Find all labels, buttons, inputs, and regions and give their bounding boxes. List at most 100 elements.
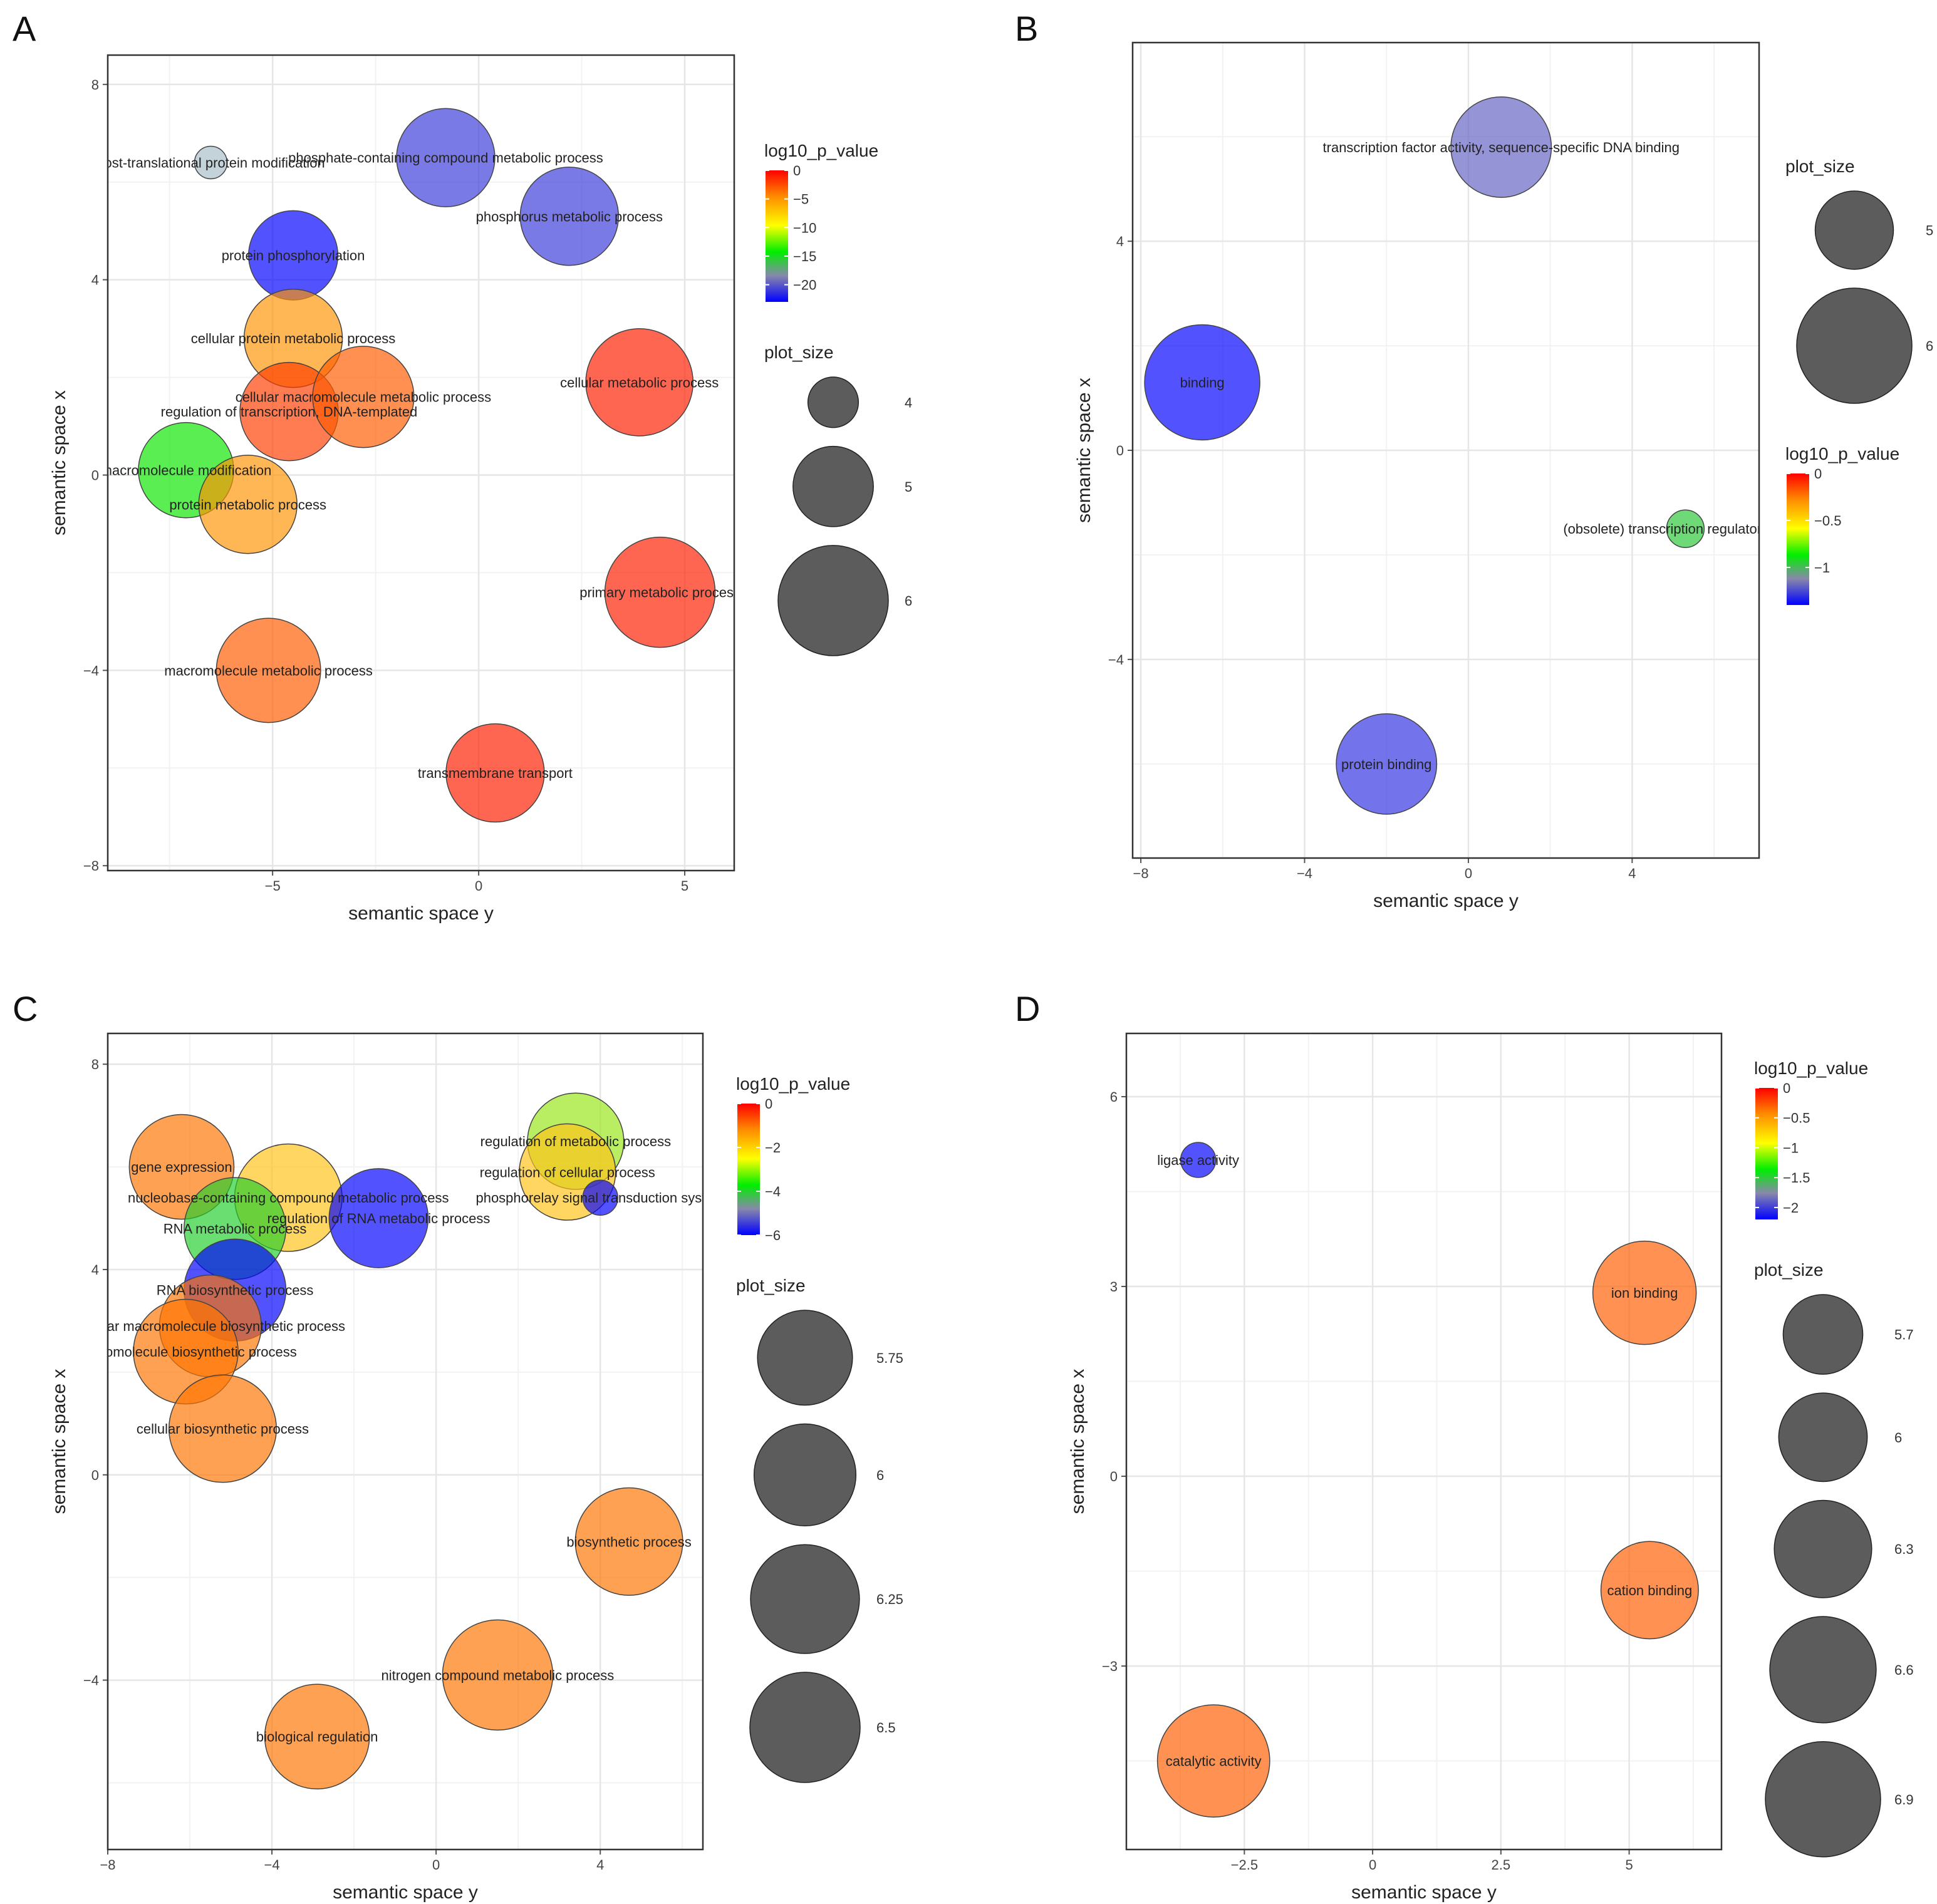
bubble-label: regulation of RNA metabolic process: [267, 1211, 490, 1226]
bubble[interactable]: [312, 346, 415, 448]
x-tick-label: −5: [265, 878, 281, 894]
color-tick-label: −4: [765, 1184, 781, 1199]
panel-A: A −5 0 5 −8 −4 0 4 8 post-translational protein m…: [13, 9, 912, 924]
y-tick-label: −4: [83, 663, 99, 678]
bubble-label: cation binding: [1607, 1583, 1692, 1598]
x-tick-label: −4: [1297, 866, 1312, 881]
x-tick-label: −4: [264, 1857, 280, 1873]
color-tick-label: −15: [793, 249, 816, 264]
x-tick-label: 0: [1369, 1857, 1376, 1873]
size-legend-swatch: [749, 1672, 861, 1783]
bubble[interactable]: [198, 455, 298, 554]
y-tick-label: −4: [1108, 652, 1124, 668]
color-scale-bar: [1787, 473, 1809, 605]
y-tick-label: 4: [91, 1262, 99, 1278]
size-legend-label: 4: [905, 395, 912, 410]
x-axis-title: semantic space y: [333, 1882, 478, 1903]
bubble-label: RNA biosynthetic process: [157, 1283, 314, 1298]
panel-letter: A: [13, 9, 36, 48]
bubble[interactable]: [585, 328, 694, 437]
bubble[interactable]: [445, 723, 545, 823]
bubble[interactable]: [168, 1374, 277, 1483]
color-tick-label: 0: [1783, 1080, 1790, 1096]
y-tick-label: 8: [91, 1057, 99, 1072]
bubble-label: phosphorus metabolic process: [476, 209, 663, 224]
bubble[interactable]: [582, 1179, 618, 1216]
panel-letter: B: [1015, 9, 1038, 48]
bubble-label: (obsolete) transcription regulator activ…: [1563, 521, 1807, 537]
size-legend-label: 6: [1926, 338, 1933, 354]
color-tick-label: 0: [1814, 466, 1822, 482]
y-tick-label: 0: [1110, 1469, 1118, 1484]
bubble[interactable]: [396, 108, 496, 207]
color-tick-label: −10: [793, 220, 816, 235]
size-legend-label: 6: [905, 593, 912, 609]
bubble[interactable]: [328, 1168, 429, 1268]
color-tick-label: −20: [793, 277, 816, 293]
bubble[interactable]: [1180, 1142, 1217, 1178]
bubble-label: nucleobase-containing compound metabolic…: [128, 1190, 449, 1206]
y-axis-title: semantic space x: [1067, 1369, 1088, 1514]
color-tick-label: −1: [1783, 1140, 1799, 1156]
size-legend-title: plot_size: [1754, 1260, 1824, 1280]
bubble[interactable]: [1666, 509, 1705, 548]
bubble-layer: post-translational protein modificationp…: [101, 108, 740, 823]
bubble-label: cellular macromolecule biosynthetic proc…: [76, 1318, 345, 1334]
color-scale-bar: [766, 170, 788, 302]
size-legend-swatch: [1782, 1294, 1864, 1375]
bubble[interactable]: [1592, 1240, 1697, 1345]
size-legend-title: plot_size: [1785, 157, 1855, 176]
panel-D: D −2.5 0 2.5 5 −3 0 3 6 ligase activity ion bindin…: [1015, 989, 1914, 1903]
bubble[interactable]: [604, 536, 716, 648]
color-tick-label: −1.5: [1783, 1170, 1810, 1186]
bubble[interactable]: [194, 145, 228, 180]
x-tick-label: 0: [1465, 866, 1472, 881]
bubble-layer: regulation of metabolic process gene expr…: [76, 1092, 703, 1790]
bubble-label: biosynthetic process: [566, 1534, 691, 1550]
color-tick-label: −2: [1783, 1200, 1799, 1216]
size-legend-label: 6: [876, 1467, 884, 1483]
bubble[interactable]: [216, 618, 321, 723]
x-tick-label: −2.5: [1231, 1857, 1258, 1873]
y-tick-label: 8: [91, 77, 99, 93]
x-tick-label: 0: [475, 878, 482, 894]
color-scale-bar: [1755, 1088, 1778, 1219]
color-legend-title: log10_p_value: [1754, 1058, 1868, 1078]
bubble[interactable]: [574, 1487, 683, 1596]
bubble[interactable]: [1156, 1704, 1270, 1818]
bubble[interactable]: [1450, 96, 1552, 198]
bubble[interactable]: [1144, 324, 1260, 441]
x-tick-label: 2.5: [1492, 1857, 1511, 1873]
y-tick-label: −8: [83, 858, 99, 874]
x-tick-label: 4: [596, 1857, 604, 1873]
bubble-label: transmembrane transport: [418, 765, 573, 781]
y-tick-label: −4: [83, 1673, 99, 1689]
x-tick-label: 0: [432, 1857, 440, 1873]
bubble[interactable]: [442, 1619, 554, 1731]
bubble[interactable]: [264, 1684, 370, 1790]
size-legend-label: 6.25: [876, 1591, 903, 1607]
plot-frame: [1131, 41, 1760, 859]
bubble-label: nitrogen compound metabolic process: [382, 1667, 615, 1683]
y-tick-label: 4: [91, 272, 99, 288]
y-tick-label: 6: [1110, 1089, 1118, 1105]
bubble[interactable]: [1336, 713, 1438, 815]
size-legend-label: 6.6: [1894, 1662, 1914, 1678]
bubble-label: gene expression: [131, 1159, 232, 1175]
y-tick-label: 3: [1110, 1279, 1118, 1295]
y-tick-label: −3: [1102, 1658, 1118, 1674]
bubble-label: primary metabolic process: [579, 585, 740, 601]
bubble-label: macromolecule modification: [101, 463, 272, 479]
size-legend-swatch: [757, 1310, 853, 1406]
bubble[interactable]: [1600, 1541, 1699, 1640]
size-legend-label: 5: [905, 479, 912, 495]
bubble-label: catalytic activity: [1166, 1754, 1262, 1769]
bubble[interactable]: [519, 167, 620, 266]
color-tick-label: 0: [765, 1096, 772, 1112]
size-legend-title: plot_size: [764, 343, 834, 362]
size-legend-label: 6.5: [876, 1720, 896, 1736]
color-tick-label: −1: [1814, 560, 1830, 576]
y-axis-title: semantic space x: [1074, 378, 1094, 523]
bubble-label: cellular macromolecule metabolic process: [236, 390, 491, 405]
bubble-layer: ligase activity ion binding cation binding…: [1156, 1142, 1699, 1818]
